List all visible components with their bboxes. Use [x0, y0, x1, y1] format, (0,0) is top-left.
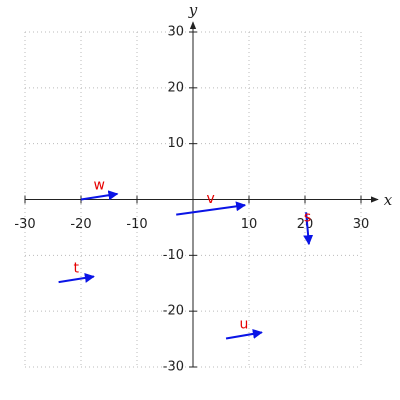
x-tick-label: 20 — [297, 217, 314, 232]
vector-label: u — [240, 316, 249, 332]
vector — [80, 190, 119, 201]
y-tick-label: -20 — [163, 304, 184, 319]
y-axis-label: y — [188, 1, 198, 19]
vector — [225, 328, 263, 340]
vector — [58, 273, 95, 284]
x-tick-label: -30 — [14, 217, 35, 232]
y-tick-label: -10 — [163, 248, 184, 263]
x-tick-label: 30 — [353, 217, 370, 232]
vector-label: v — [206, 191, 214, 207]
y-tick-label: 30 — [167, 25, 184, 40]
y-tick-label: 20 — [167, 80, 184, 95]
x-tick-label: -20 — [70, 217, 91, 232]
vector-label: s — [304, 209, 311, 225]
vector — [176, 201, 247, 216]
x-axis-label: x — [384, 191, 393, 209]
vector-label: t — [73, 260, 79, 276]
x-tick-label: -10 — [126, 217, 147, 232]
y-tick-label: 10 — [167, 136, 184, 151]
y-tick-label: -30 — [163, 360, 184, 375]
vector — [303, 212, 314, 246]
vector-label: w — [93, 178, 104, 194]
x-tick-label: 10 — [241, 217, 258, 232]
